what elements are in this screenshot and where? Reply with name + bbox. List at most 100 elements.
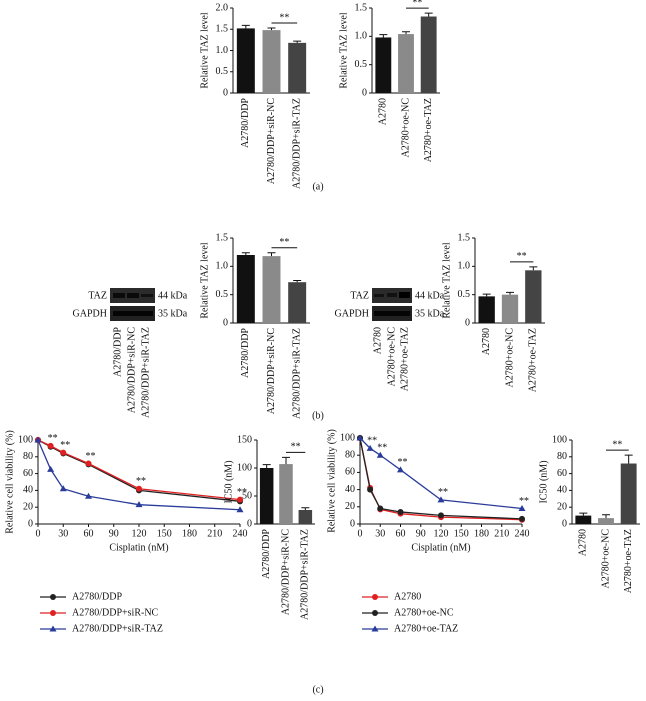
series-line [359, 437, 523, 520]
y-tick-label: 1.5 [216, 232, 229, 243]
y-tick-label: 20 [345, 501, 355, 512]
significance-label: ** [517, 251, 527, 262]
y-tick-label: 0 [28, 518, 33, 529]
bar [420, 16, 437, 93]
x-tick-label: 150 [157, 528, 172, 539]
bar [236, 28, 255, 93]
x-tick-label: A2780+oe-NC [504, 328, 515, 388]
y-tick-label: 40 [23, 485, 33, 496]
error-bar [482, 293, 491, 297]
significance-label: ** [48, 433, 58, 444]
blot-lane-label: A2780/DDP+siR-TAZ [140, 327, 151, 418]
blot-size-label: 44 kDa [415, 290, 445, 301]
panel-label: (c) [312, 684, 323, 695]
blot-band [387, 293, 397, 297]
legend-marker [50, 610, 56, 616]
x-tick-label: 240 [233, 528, 248, 539]
point [438, 512, 444, 519]
x-tick-label: A2780/DDP [240, 328, 251, 378]
blot-band [113, 311, 153, 316]
point [47, 465, 55, 472]
legend-label: A2780/DDP+siR-TAZ [72, 623, 163, 634]
y-tick-label: 80 [345, 449, 355, 460]
bar [620, 463, 637, 524]
x-tick-label: A2780/DDP+siR-TAZ [300, 529, 311, 620]
y-tick-label: 1.0 [216, 45, 229, 56]
point [397, 508, 404, 515]
blot-row-label: TAZ [350, 290, 369, 301]
y-tick-label: 0.5 [355, 59, 368, 70]
bar [375, 37, 392, 93]
point [85, 460, 92, 467]
point [367, 486, 374, 493]
x-tick-label: A2780 [578, 529, 589, 556]
y-tick-label: 40 [557, 485, 567, 496]
x-axis-label: Cisplatin (nM) [411, 542, 470, 553]
y-tick-label: 2.0 [216, 2, 229, 13]
x-tick-label: A2780+oe-TAZ [623, 529, 634, 593]
blot-size-label: 35 kDa [415, 308, 445, 319]
significance-label: ** [86, 451, 96, 462]
x-tick-label: A2780 [378, 98, 389, 125]
y-tick-label: 80 [23, 451, 33, 462]
significance-label: ** [291, 442, 301, 453]
blot-row-label: GAPDH [73, 308, 107, 319]
x-tick-label: A2780/DDP+siR-TAZ [291, 98, 302, 189]
blot-band [127, 293, 139, 298]
y-tick-label: 0 [223, 87, 228, 98]
y-tick-label: 80 [557, 451, 567, 462]
series-line [359, 437, 523, 510]
x-axis-label: Cisplatin (nM) [109, 542, 168, 553]
blot-left [110, 288, 155, 321]
error-bar [282, 456, 290, 465]
y-tick-label: 0.5 [216, 66, 229, 77]
blot-band [113, 293, 125, 298]
point [366, 444, 374, 451]
blot-row-label: GAPDH [335, 308, 369, 319]
y-tick-label: 0 [465, 317, 470, 328]
x-tick-label: 210 [494, 528, 509, 539]
blot-band [374, 311, 410, 316]
x-tick-label: A2780/DDP [261, 529, 272, 579]
error-bar [379, 34, 388, 38]
y-tick-label: 1.5 [216, 24, 229, 35]
x-tick-label: A2780/DDP+siR-NC [266, 328, 277, 415]
significance-label: ** [438, 487, 448, 498]
significance-label: ** [279, 237, 289, 248]
blot-band [399, 292, 410, 298]
bar [236, 255, 255, 323]
blot-lane-label: A2780+oe-TAZ [399, 327, 410, 391]
y-tick-label: 1.5 [458, 232, 471, 243]
x-tick-label: A2780+oe-NC [600, 529, 611, 589]
y-tick-label: 1.0 [458, 261, 471, 272]
y-tick-label: 60 [557, 468, 567, 479]
x-tick-label: A2780+oe-NC [400, 98, 411, 158]
x-tick-label: 0 [358, 528, 363, 539]
point [437, 496, 445, 503]
legend-marker [49, 625, 57, 632]
point [135, 501, 143, 508]
error-bar [602, 514, 610, 519]
y-axis-label: IC50 (nM) [223, 460, 234, 503]
x-tick-label: 30 [58, 528, 68, 539]
significance-label: ** [136, 476, 146, 487]
x-tick-label: 150 [454, 528, 469, 539]
bar [575, 515, 592, 524]
bar [279, 464, 293, 524]
significance-label: ** [60, 440, 70, 451]
point [34, 436, 42, 443]
x-tick-label: 60 [84, 528, 94, 539]
x-tick-label: 120 [132, 528, 147, 539]
legend-label: A2780/DDP [72, 591, 122, 602]
point [237, 496, 243, 503]
y-axis-label: Relative TAZ level [199, 12, 210, 88]
bar [288, 282, 307, 323]
bar [262, 256, 281, 323]
blot-band [374, 294, 384, 297]
error-bar [241, 252, 250, 255]
point [356, 434, 364, 441]
blot-lane-label: A2780/DDP+siR-NC [126, 327, 137, 414]
y-tick-label: 100 [18, 434, 33, 445]
significance-label: ** [612, 439, 622, 450]
x-tick-label: 60 [396, 528, 406, 539]
